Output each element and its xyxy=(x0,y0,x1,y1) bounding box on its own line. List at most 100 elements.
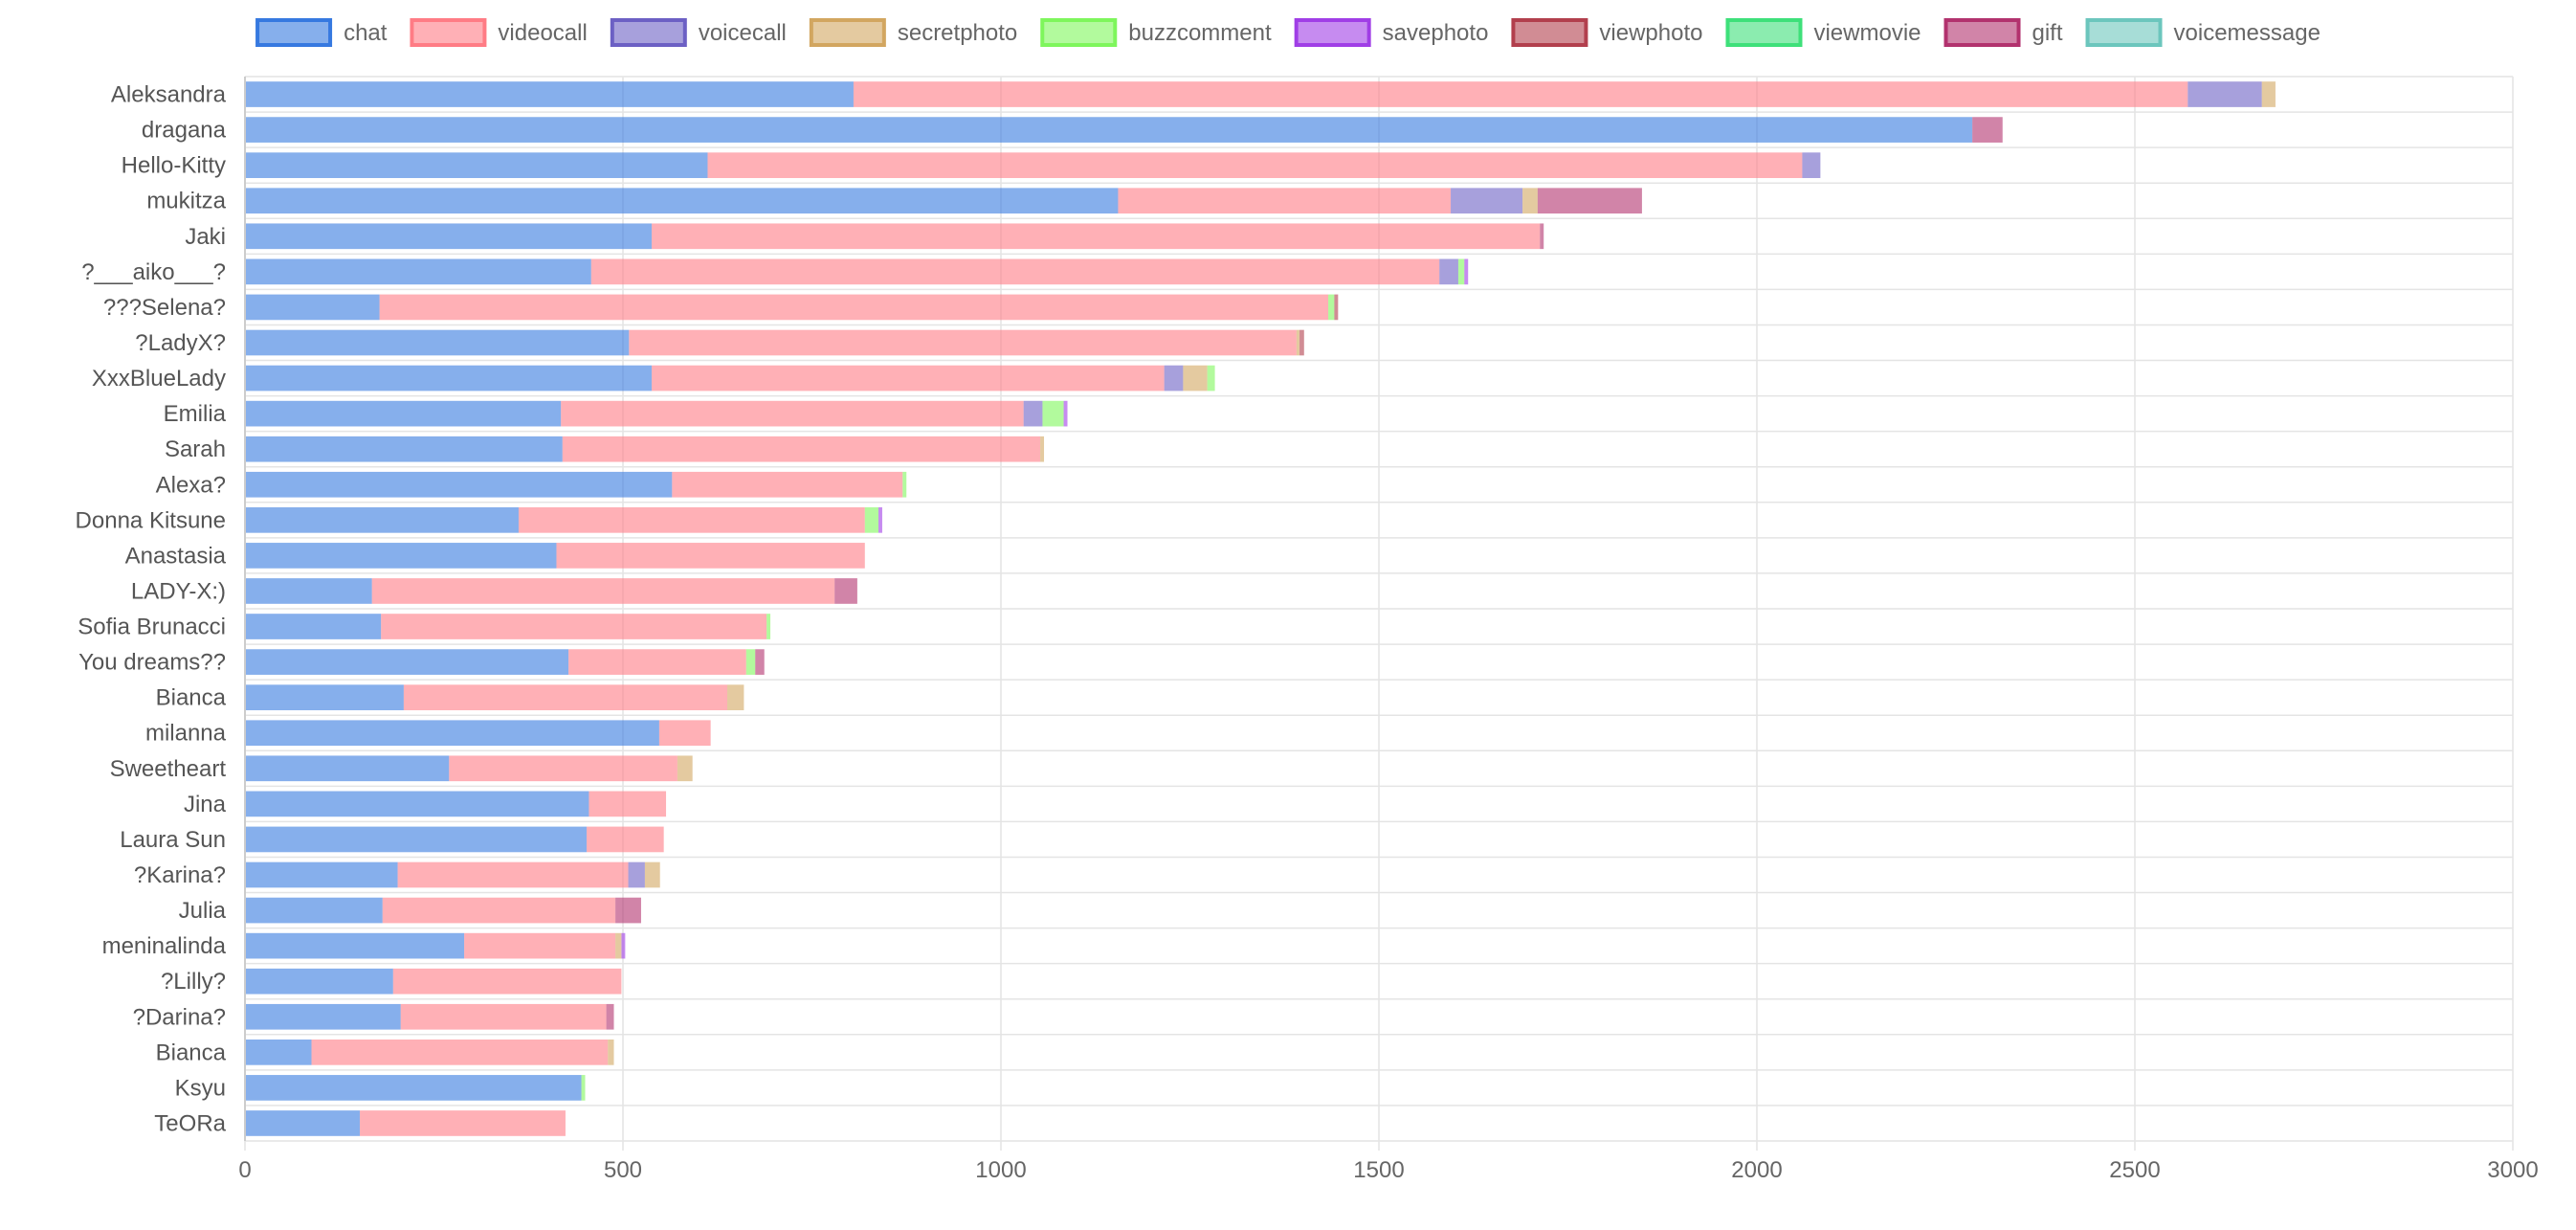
bar-segment-gift[interactable] xyxy=(606,1003,614,1030)
bar-segment-videocall[interactable] xyxy=(658,720,711,747)
bar-segment-secretphoto[interactable] xyxy=(727,684,744,711)
bar-segment-videocall[interactable] xyxy=(397,861,629,888)
bar-segment-buzzcomment[interactable] xyxy=(1457,258,1465,285)
bar-segment-videocall[interactable] xyxy=(449,755,677,782)
bar-segment-gift[interactable] xyxy=(615,897,641,924)
bar-segment-chat[interactable] xyxy=(245,258,591,285)
bar-segment-videocall[interactable] xyxy=(392,968,622,995)
bar-segment-secretphoto[interactable] xyxy=(1296,329,1300,356)
bar-segment-videocall[interactable] xyxy=(379,294,1329,321)
bar-segment-chat[interactable] xyxy=(245,506,519,533)
bar-segment-chat[interactable] xyxy=(245,117,1973,143)
bar-segment-videocall[interactable] xyxy=(587,826,664,853)
bar-segment-chat[interactable] xyxy=(245,684,404,711)
bar-segment-voicecall[interactable] xyxy=(1439,258,1458,285)
bar-segment-chat[interactable] xyxy=(245,1003,401,1030)
bar-segment-buzzcomment[interactable] xyxy=(902,471,907,498)
bar-segment-chat[interactable] xyxy=(245,791,589,817)
bar-segment-videocall[interactable] xyxy=(360,1110,566,1136)
bar-segment-buzzcomment[interactable] xyxy=(745,649,756,675)
bar-segment-chat[interactable] xyxy=(245,188,1119,214)
legend-item-voicecall[interactable]: voicecall xyxy=(610,18,787,47)
bar-segment-videocall[interactable] xyxy=(464,932,616,959)
bar-segment-savephoto[interactable] xyxy=(878,506,882,533)
bar-segment-buzzcomment[interactable] xyxy=(766,614,771,639)
bar-segment-viewphoto[interactable] xyxy=(1334,294,1339,321)
bar-segment-gift[interactable] xyxy=(1537,188,1642,214)
legend-item-savephoto[interactable]: savephoto xyxy=(1294,18,1489,47)
bar-segment-buzzcomment[interactable] xyxy=(581,1075,586,1101)
bar-segment-videocall[interactable] xyxy=(556,543,865,569)
bar-segment-secretphoto[interactable] xyxy=(608,1039,614,1065)
bar-segment-chat[interactable] xyxy=(245,720,659,747)
bar-segment-voicecall[interactable] xyxy=(1164,365,1184,391)
bar-segment-voicecall[interactable] xyxy=(628,861,645,888)
legend-item-buzzcomment[interactable]: buzzcomment xyxy=(1040,18,1272,47)
bar-segment-viewphoto[interactable] xyxy=(1299,329,1304,356)
bar-segment-chat[interactable] xyxy=(245,826,588,853)
bar-segment-gift[interactable] xyxy=(755,649,765,675)
bar-segment-chat[interactable] xyxy=(245,897,383,924)
bar-segment-videocall[interactable] xyxy=(311,1039,609,1065)
legend-item-secretphoto[interactable]: secretphoto xyxy=(809,18,1017,47)
bar-segment-buzzcomment[interactable] xyxy=(1328,294,1335,321)
bar-segment-chat[interactable] xyxy=(245,1075,582,1101)
bar-segment-secretphoto[interactable] xyxy=(1183,365,1208,391)
bar-segment-videocall[interactable] xyxy=(561,400,1024,427)
bar-segment-videocall[interactable] xyxy=(672,471,903,498)
bar-segment-videocall[interactable] xyxy=(652,223,1541,250)
bar-segment-gift[interactable] xyxy=(834,578,857,604)
bar-segment-videocall[interactable] xyxy=(629,329,1297,356)
bar-segment-buzzcomment[interactable] xyxy=(864,506,879,533)
bar-segment-videocall[interactable] xyxy=(853,81,2188,107)
bar-segment-videocall[interactable] xyxy=(403,684,728,711)
bar-segment-savephoto[interactable] xyxy=(621,932,626,959)
bar-segment-secretphoto[interactable] xyxy=(1522,188,1538,214)
bar-segment-chat[interactable] xyxy=(245,1110,361,1136)
bar-segment-buzzcomment[interactable] xyxy=(1042,400,1064,427)
legend-item-videocall[interactable]: videocall xyxy=(410,18,588,47)
bar-segment-buzzcomment[interactable] xyxy=(1207,365,1215,391)
bar-segment-videocall[interactable] xyxy=(652,365,1165,391)
bar-segment-voicecall[interactable] xyxy=(2187,81,2262,107)
bar-segment-videocall[interactable] xyxy=(588,791,667,817)
bar-segment-chat[interactable] xyxy=(245,152,708,179)
legend-item-viewmovie[interactable]: viewmovie xyxy=(1725,18,1921,47)
bar-segment-videocall[interactable] xyxy=(590,258,1440,285)
bar-segment-chat[interactable] xyxy=(245,614,382,639)
bar-segment-chat[interactable] xyxy=(245,400,562,427)
bar-segment-videocall[interactable] xyxy=(400,1003,607,1030)
bar-segment-chat[interactable] xyxy=(245,1039,312,1065)
bar-segment-gift[interactable] xyxy=(1540,223,1544,250)
bar-segment-videocall[interactable] xyxy=(382,897,616,924)
bar-segment-secretphoto[interactable] xyxy=(2261,81,2276,107)
bar-segment-voicecall[interactable] xyxy=(1802,152,1821,179)
bar-segment-videocall[interactable] xyxy=(381,614,767,639)
bar-segment-chat[interactable] xyxy=(245,294,380,321)
bar-segment-secretphoto[interactable] xyxy=(644,861,660,888)
bar-segment-chat[interactable] xyxy=(245,365,653,391)
bar-segment-videocall[interactable] xyxy=(562,436,1041,462)
bar-segment-chat[interactable] xyxy=(245,543,557,569)
bar-segment-videocall[interactable] xyxy=(568,649,746,675)
bar-segment-savephoto[interactable] xyxy=(1464,258,1469,285)
bar-segment-chat[interactable] xyxy=(245,436,563,462)
bar-segment-voicecall[interactable] xyxy=(1451,188,1523,214)
bar-segment-chat[interactable] xyxy=(245,471,673,498)
legend-item-viewphoto[interactable]: viewphoto xyxy=(1511,18,1702,47)
bar-segment-secretphoto[interactable] xyxy=(615,932,622,959)
bar-segment-videocall[interactable] xyxy=(518,506,865,533)
bar-segment-chat[interactable] xyxy=(245,81,854,107)
bar-segment-chat[interactable] xyxy=(245,578,372,604)
legend-item-voicemessage[interactable]: voicemessage xyxy=(2085,18,2321,47)
legend-item-chat[interactable]: chat xyxy=(255,18,388,47)
bar-segment-savephoto[interactable] xyxy=(1063,400,1068,427)
bar-segment-videocall[interactable] xyxy=(371,578,835,604)
bar-segment-chat[interactable] xyxy=(245,861,398,888)
bar-segment-chat[interactable] xyxy=(245,649,569,675)
bar-segment-chat[interactable] xyxy=(245,932,465,959)
legend-item-gift[interactable]: gift xyxy=(1943,18,2063,47)
bar-segment-secretphoto[interactable] xyxy=(677,755,693,782)
bar-segment-chat[interactable] xyxy=(245,755,450,782)
bar-segment-secretphoto[interactable] xyxy=(1040,436,1045,462)
